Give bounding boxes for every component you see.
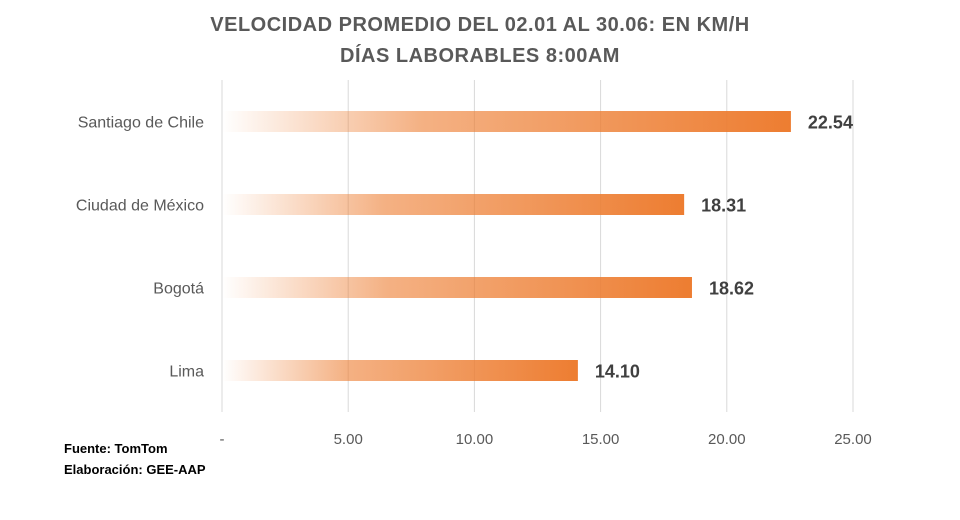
- bar: [222, 194, 685, 215]
- data-label: 22.54: [808, 113, 853, 133]
- bar: [222, 111, 791, 132]
- x-tick-label: 10.00: [456, 431, 494, 448]
- category-label: Lima: [169, 364, 204, 381]
- source-note: Fuente: TomTom: [64, 441, 168, 456]
- chart-title: VELOCIDAD PROMEDIO DEL 02.01 AL 30.06: E…: [210, 14, 750, 36]
- chart-subtitle: DÍAS LABORABLES 8:00AM: [340, 45, 620, 67]
- x-tick-label: -: [220, 431, 225, 448]
- credit-note: Elaboración: GEE-AAP: [64, 462, 206, 477]
- category-label: Santiago de Chile: [78, 115, 204, 132]
- data-label: 18.31: [701, 196, 746, 216]
- x-tick-label: 25.00: [834, 431, 872, 448]
- category-label: Ciudad de México: [76, 198, 204, 215]
- x-tick-label: 20.00: [708, 431, 746, 448]
- bar: [222, 360, 578, 381]
- data-label: 18.62: [709, 279, 754, 299]
- bar: [222, 277, 692, 298]
- x-tick-label: 5.00: [334, 431, 363, 448]
- data-label: 14.10: [595, 362, 640, 382]
- x-tick-label: 15.00: [582, 431, 620, 448]
- category-label: Bogotá: [153, 281, 204, 298]
